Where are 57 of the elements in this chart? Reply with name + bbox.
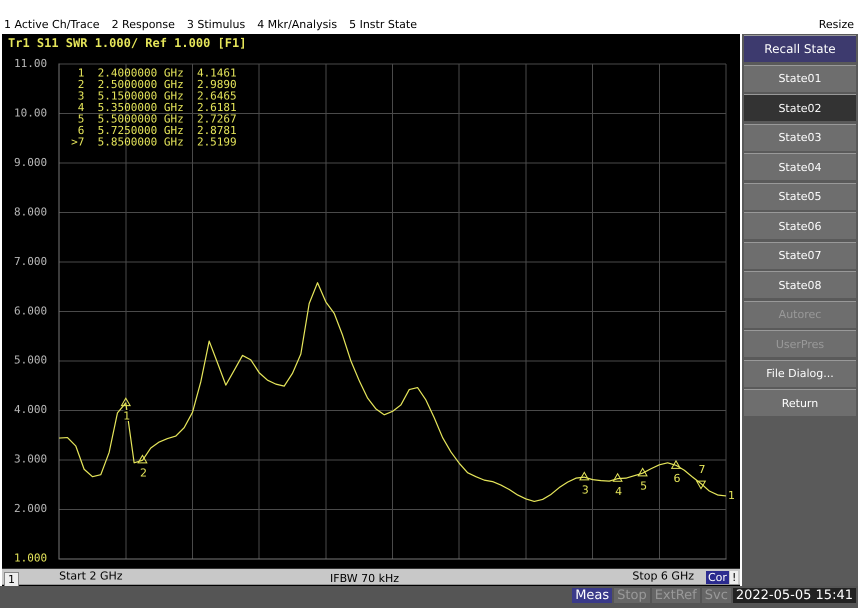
annotation: 1 2.4000000 GHz 4.1461 <box>71 66 237 80</box>
text: Recall State <box>744 35 856 62</box>
chart-title: Tr1 S11 SWR 1.000/ Ref 1.000 [F1] <box>8 36 246 50</box>
y-tick-label: 8.000 <box>14 205 48 218</box>
text: State06 <box>744 212 856 239</box>
point <box>579 472 590 480</box>
y-tick-label: 1.000 <box>14 552 48 565</box>
text: 2022-05-05 15:41 <box>732 588 856 603</box>
text: 4 Mkr/Analysis <box>257 18 338 31</box>
y-tick-label: 6.000 <box>14 304 48 318</box>
point <box>671 460 681 469</box>
text: IFBW 70 kHz <box>330 572 400 585</box>
point <box>120 398 131 406</box>
text: 1 <box>4 572 19 587</box>
annotation: 6 5.7250000 GHz 2.8781 <box>71 124 237 137</box>
annotation: 2 2.5000000 GHz 2.9890 <box>71 78 237 91</box>
y-tick-label: 11.00 <box>14 56 48 70</box>
annotation: 2 <box>140 466 147 480</box>
annotation: 7 <box>698 462 706 476</box>
text: 3 Stimulus <box>186 18 246 31</box>
text: State02 <box>744 94 856 121</box>
text: 1 Active Ch/Trace <box>4 18 100 31</box>
annotation: 3 <box>582 484 589 497</box>
text: Resize <box>818 18 854 31</box>
text: ! <box>730 571 738 584</box>
y-tick-label: 5.000 <box>14 354 48 367</box>
text: State04 <box>744 153 856 180</box>
annotation: 5 <box>640 480 648 493</box>
text: Meas <box>572 588 612 603</box>
y-tick-label: 4.000 <box>14 403 48 416</box>
text: State01 <box>744 64 856 92</box>
text: State05 <box>744 182 856 210</box>
annotation: 4 5.3500000 GHz 2.6181 <box>71 100 237 114</box>
text: 2 Response <box>112 18 175 31</box>
text: File Dialog... <box>744 360 856 386</box>
y-tick-label: 10.00 <box>14 106 48 120</box>
text: 5 Instr State <box>349 18 417 31</box>
text: State08 <box>744 271 856 298</box>
point <box>638 468 648 476</box>
point <box>612 473 622 482</box>
y-tick-label: 9.000 <box>14 156 48 169</box>
text: Start 2 GHz <box>59 570 123 583</box>
annotation: >7 5.8500000 GHz 2.5199 <box>71 135 237 148</box>
text: Cor <box>706 571 729 584</box>
text: State07 <box>744 242 856 268</box>
annotation: 3 5.1500000 GHz 2.6465 <box>71 89 237 102</box>
text: 1 <box>728 488 735 502</box>
text: Stop 6 GHz <box>632 570 694 583</box>
annotation: 4 <box>615 485 622 498</box>
annotation: 5 5.5000000 GHz 2.7267 <box>71 112 237 126</box>
text: Return <box>744 389 856 416</box>
y-tick-label: 3.000 <box>14 452 48 466</box>
y-tick-label: 7.000 <box>14 254 48 268</box>
y-tick-label: 2.000 <box>14 502 48 516</box>
text: State03 <box>744 124 856 150</box>
annotation: 6 <box>673 472 680 486</box>
point <box>138 454 148 464</box>
